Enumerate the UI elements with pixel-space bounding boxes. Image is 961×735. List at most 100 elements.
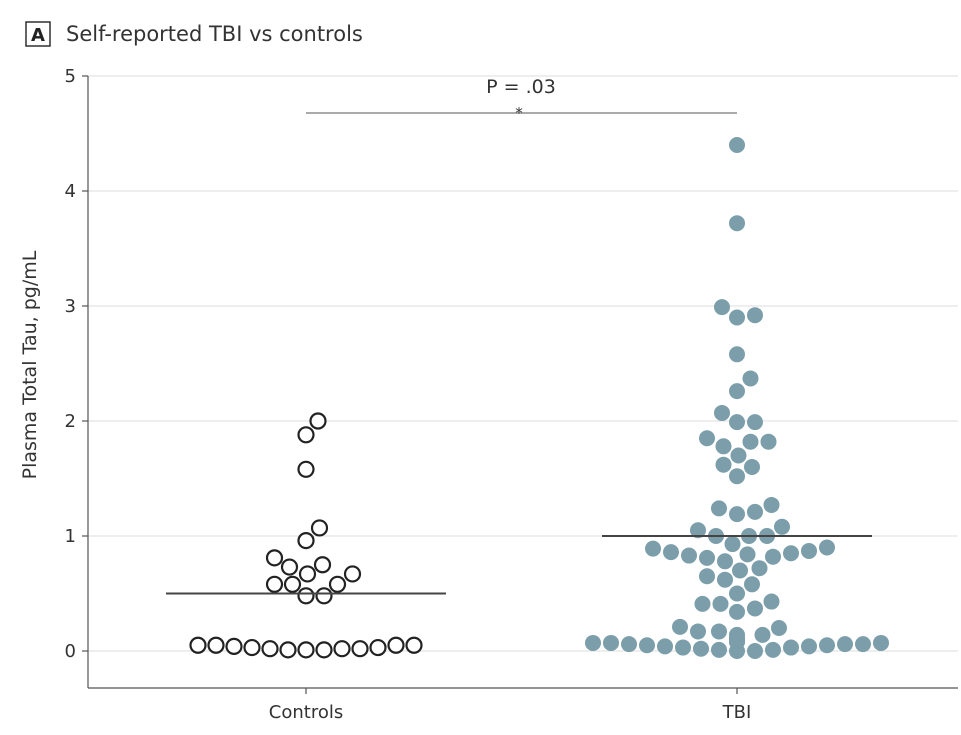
controls-data-point [261,640,279,658]
tbi-data-point [744,576,760,593]
tbi-data-point [754,626,771,643]
tbi-data-point [801,542,817,559]
tbi-data-point [747,307,763,324]
tbi-data-point [681,547,697,564]
tbi-data-point [747,414,763,431]
tbi-data-point [783,639,799,656]
tbi-data-point [663,544,679,561]
controls-data-point [310,519,329,537]
tbi-data-point [729,414,745,431]
panel-letter-box [25,21,51,47]
y-tick-label: 1 [65,526,76,547]
tbi-data-point [751,560,768,577]
tbi-data-point [729,585,745,602]
tbi-data-point [730,447,747,464]
controls-data-point [297,641,315,659]
tbi-data-point [715,456,732,473]
controls-data-point [265,575,284,593]
tbi-data-point [763,496,780,513]
y-tick-label: 3 [65,296,76,317]
tbi-data-point [747,643,763,659]
tbi-data-point [819,539,835,556]
median-lines [166,535,872,595]
controls-data-point [279,641,297,659]
tbi-data-point [729,309,745,326]
tbi-data-point [729,506,745,523]
tbi-data-point [729,468,745,485]
tbi-data-point [732,562,748,579]
tbi-data-point [690,623,706,640]
significance-p-value: P = .03 [486,76,556,98]
controls-data-point [297,426,315,444]
controls-data-point [297,587,315,605]
tbi-data-point [672,618,688,635]
tbi-data-point [729,137,745,153]
y-tick-label: 4 [65,181,76,202]
tbi-data-point [711,641,727,658]
y-tick-label: 2 [65,411,76,432]
tbi-data-point [744,459,760,475]
tbi-data-point [873,634,889,651]
tbi-data-point [712,595,729,612]
x-tick-labels: Controls TBI [269,688,752,723]
tbi-data-point [729,626,745,643]
tbi-data-point [715,438,732,455]
tbi-data-point [765,548,781,565]
y-tick-labels: 0 1 2 3 4 5 [65,66,76,662]
tbi-data-point [763,593,780,610]
tbi-data-point [855,636,871,653]
tbi-data-point [729,346,745,363]
tbi-data-point [747,600,763,617]
controls-data-point [283,575,302,593]
controls-data-point [265,549,284,567]
tbi-data-point [729,383,745,400]
controls-data-point [405,636,423,654]
y-tick-label: 0 [65,641,76,662]
x-tick-label-tbi: TBI [722,702,752,723]
tbi-data-point [771,620,787,636]
tbi-data-point [729,603,745,620]
tbi-data-point [699,549,715,566]
tbi-data-point [621,636,637,653]
tbi-data-point [711,500,727,517]
tbi-data-point [714,299,730,316]
controls-data-point [328,575,347,593]
tbi-data-point [765,641,781,658]
gridlines [82,75,958,652]
tbi-data-point [714,404,730,421]
tbi-data-point [693,640,709,657]
significance-annotation: P = .03 * [306,76,737,122]
controls-data-point [225,637,243,656]
tbi-data-point [699,430,715,447]
controls-data-point [280,558,299,576]
y-axis-title: Plasma Total Tau, pg/mL [19,250,41,479]
tbi-data-point [783,545,799,562]
controls-data-point [189,636,207,654]
y-tick-label: 5 [65,66,76,87]
tbi-data-point [717,553,733,570]
x-tick-label-controls: Controls [269,702,343,723]
tbi-data-point [837,636,853,653]
data-points [189,137,889,659]
controls-data-point [298,565,317,583]
axes [87,76,958,689]
tbi-data-point [742,370,759,387]
controls-data-point [297,460,315,478]
chart-title: Self-reported TBI vs controls [66,22,363,46]
tbi-data-point [657,638,673,655]
controls-data-point [369,638,387,657]
tbi-data-point [729,215,745,232]
tbi-data-point [690,522,706,539]
tbi-data-point [724,536,741,553]
tbi-data-point [717,571,733,588]
significance-asterisk: * [515,104,523,122]
tbi-data-point [711,623,727,640]
tbi-data-point [603,634,619,651]
tbi-data-point [747,503,763,520]
controls-data-point [351,640,369,658]
tbi-data-point [585,634,601,651]
tbi-data-point [760,433,777,450]
tbi-data-point [774,518,790,535]
tbi-data-point [699,568,715,585]
